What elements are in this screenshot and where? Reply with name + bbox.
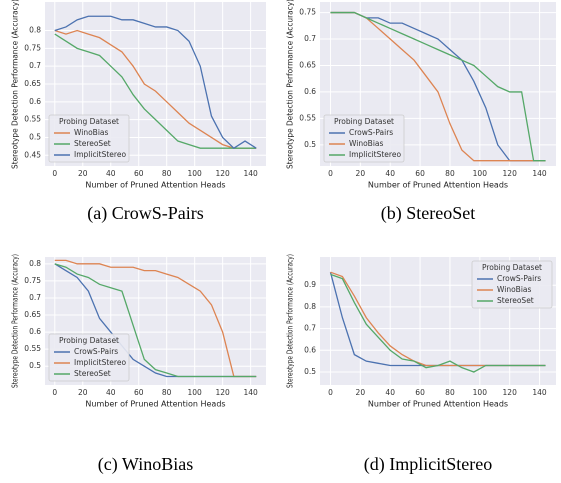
x-tick-label: 140 [532, 169, 547, 178]
y-tick-label: 0.55 [24, 344, 41, 353]
x-axis-label: Number of Pruned Attention Heads [368, 400, 508, 409]
legend-box [48, 114, 130, 163]
y-tick-label: 0.6 [29, 97, 41, 106]
x-tick-label: 100 [473, 169, 488, 178]
y-tick-label: 0.8 [29, 26, 41, 35]
y-tick-label: 0.75 [24, 276, 41, 285]
x-tick-label: 120 [215, 388, 230, 397]
y-axis-label: Stereotype Detection Performance (Accura… [286, 0, 295, 169]
legend-label: CrowS-Pairs [349, 128, 393, 137]
caption: (d) ImplicitStereo [364, 454, 492, 475]
y-tick-label: 0.8 [304, 302, 316, 311]
data-line [330, 273, 546, 373]
y-tick-label: 0.55 [299, 113, 316, 122]
x-tick-label: 40 [385, 388, 395, 397]
legend-label: CrowS-Pairs [74, 347, 118, 356]
y-tick-label: 0.75 [299, 8, 316, 17]
x-tick-label: 20 [356, 388, 366, 397]
x-tick-label: 140 [243, 169, 258, 178]
y-axis-label: Stereotype Detection Performance (Accura… [11, 0, 20, 169]
y-tick-label: 0.7 [304, 324, 316, 333]
x-axis-label: Number of Pruned Attention Heads [85, 400, 225, 409]
x-tick-label: 80 [445, 169, 455, 178]
x-tick-label: 80 [162, 388, 172, 397]
y-tick-label: 0.6 [304, 87, 316, 96]
y-tick-label: 0.45 [24, 150, 41, 159]
y-tick-label: 0.55 [24, 115, 41, 124]
legend-box [471, 260, 553, 309]
x-tick-label: 40 [385, 169, 395, 178]
caption: (c) WinoBias [98, 454, 193, 475]
data-line [54, 29, 257, 149]
y-tick-label: 0.5 [304, 367, 316, 376]
x-tick-label: 60 [415, 169, 425, 178]
y-tick-label: 0.75 [24, 43, 41, 52]
y-tick-label: 0.65 [299, 60, 316, 69]
legend-label: WinoBias [74, 128, 109, 137]
legend-label: ImplicitStereo [74, 358, 126, 367]
x-tick-label: 80 [162, 169, 172, 178]
legend-label: WinoBias [349, 139, 384, 148]
legend-label: StereoSet [497, 296, 534, 305]
data-line [54, 15, 257, 149]
x-axis-label: Number of Pruned Attention Heads [85, 181, 225, 190]
y-axis-label: Stereotype Detection Performance (Accura… [286, 254, 295, 388]
legend-box [323, 114, 405, 163]
y-tick-label: 0.5 [29, 132, 41, 141]
y-tick-label: 0.7 [29, 61, 41, 70]
data-line [54, 33, 257, 149]
x-tick-label: 20 [78, 169, 88, 178]
x-tick-label: 20 [78, 388, 88, 397]
data-line [54, 263, 257, 378]
y-tick-label: 0.5 [304, 140, 316, 149]
legend-title: Probing Dataset [482, 263, 542, 272]
y-tick-label: 0.9 [304, 280, 316, 289]
y-tick-label: 0.8 [29, 259, 41, 268]
legend-label: StereoSet [74, 369, 111, 378]
legend-label: CrowS-Pairs [497, 274, 541, 283]
caption: (b) StereoSet [381, 203, 475, 224]
x-tick-label: 40 [106, 169, 116, 178]
y-tick-label: 0.65 [24, 310, 41, 319]
data-line [54, 259, 257, 378]
x-axis-label: Number of Pruned Attention Heads [368, 181, 508, 190]
y-tick-label: 0.65 [24, 79, 41, 88]
x-tick-label: 120 [215, 169, 230, 178]
legend-title: Probing Dataset [59, 117, 119, 126]
data-line [330, 11, 546, 162]
legend-title: Probing Dataset [334, 117, 394, 126]
x-tick-label: 0 [328, 169, 333, 178]
legend-label: ImplicitStereo [74, 150, 126, 159]
x-tick-label: 20 [356, 169, 366, 178]
x-tick-label: 100 [188, 388, 203, 397]
y-tick-label: 0.6 [304, 345, 316, 354]
x-tick-label: 120 [503, 169, 518, 178]
y-tick-label: 0.5 [29, 361, 41, 370]
x-tick-label: 0 [328, 388, 333, 397]
legend-label: ImplicitStereo [349, 150, 401, 159]
x-tick-label: 100 [188, 169, 203, 178]
x-tick-label: 60 [134, 169, 144, 178]
legend-label: StereoSet [74, 139, 111, 148]
x-tick-label: 120 [503, 388, 518, 397]
x-tick-label: 80 [445, 388, 455, 397]
legend-box [48, 333, 130, 382]
y-axis-label: Stereotype Detection Performance (Accura… [11, 254, 20, 388]
y-tick-label: 0.7 [29, 293, 41, 302]
x-tick-label: 60 [415, 388, 425, 397]
legend-title: Probing Dataset [59, 336, 119, 345]
legend-label: WinoBias [497, 285, 532, 294]
caption: (a) CrowS-Pairs [87, 203, 203, 224]
y-tick-label: 0.6 [29, 327, 41, 336]
x-tick-label: 0 [52, 169, 57, 178]
x-tick-label: 60 [134, 388, 144, 397]
x-tick-label: 140 [243, 388, 258, 397]
x-tick-label: 40 [106, 388, 116, 397]
x-tick-label: 140 [532, 388, 547, 397]
x-tick-label: 0 [52, 388, 57, 397]
x-tick-label: 100 [473, 388, 488, 397]
y-tick-label: 0.7 [304, 34, 316, 43]
